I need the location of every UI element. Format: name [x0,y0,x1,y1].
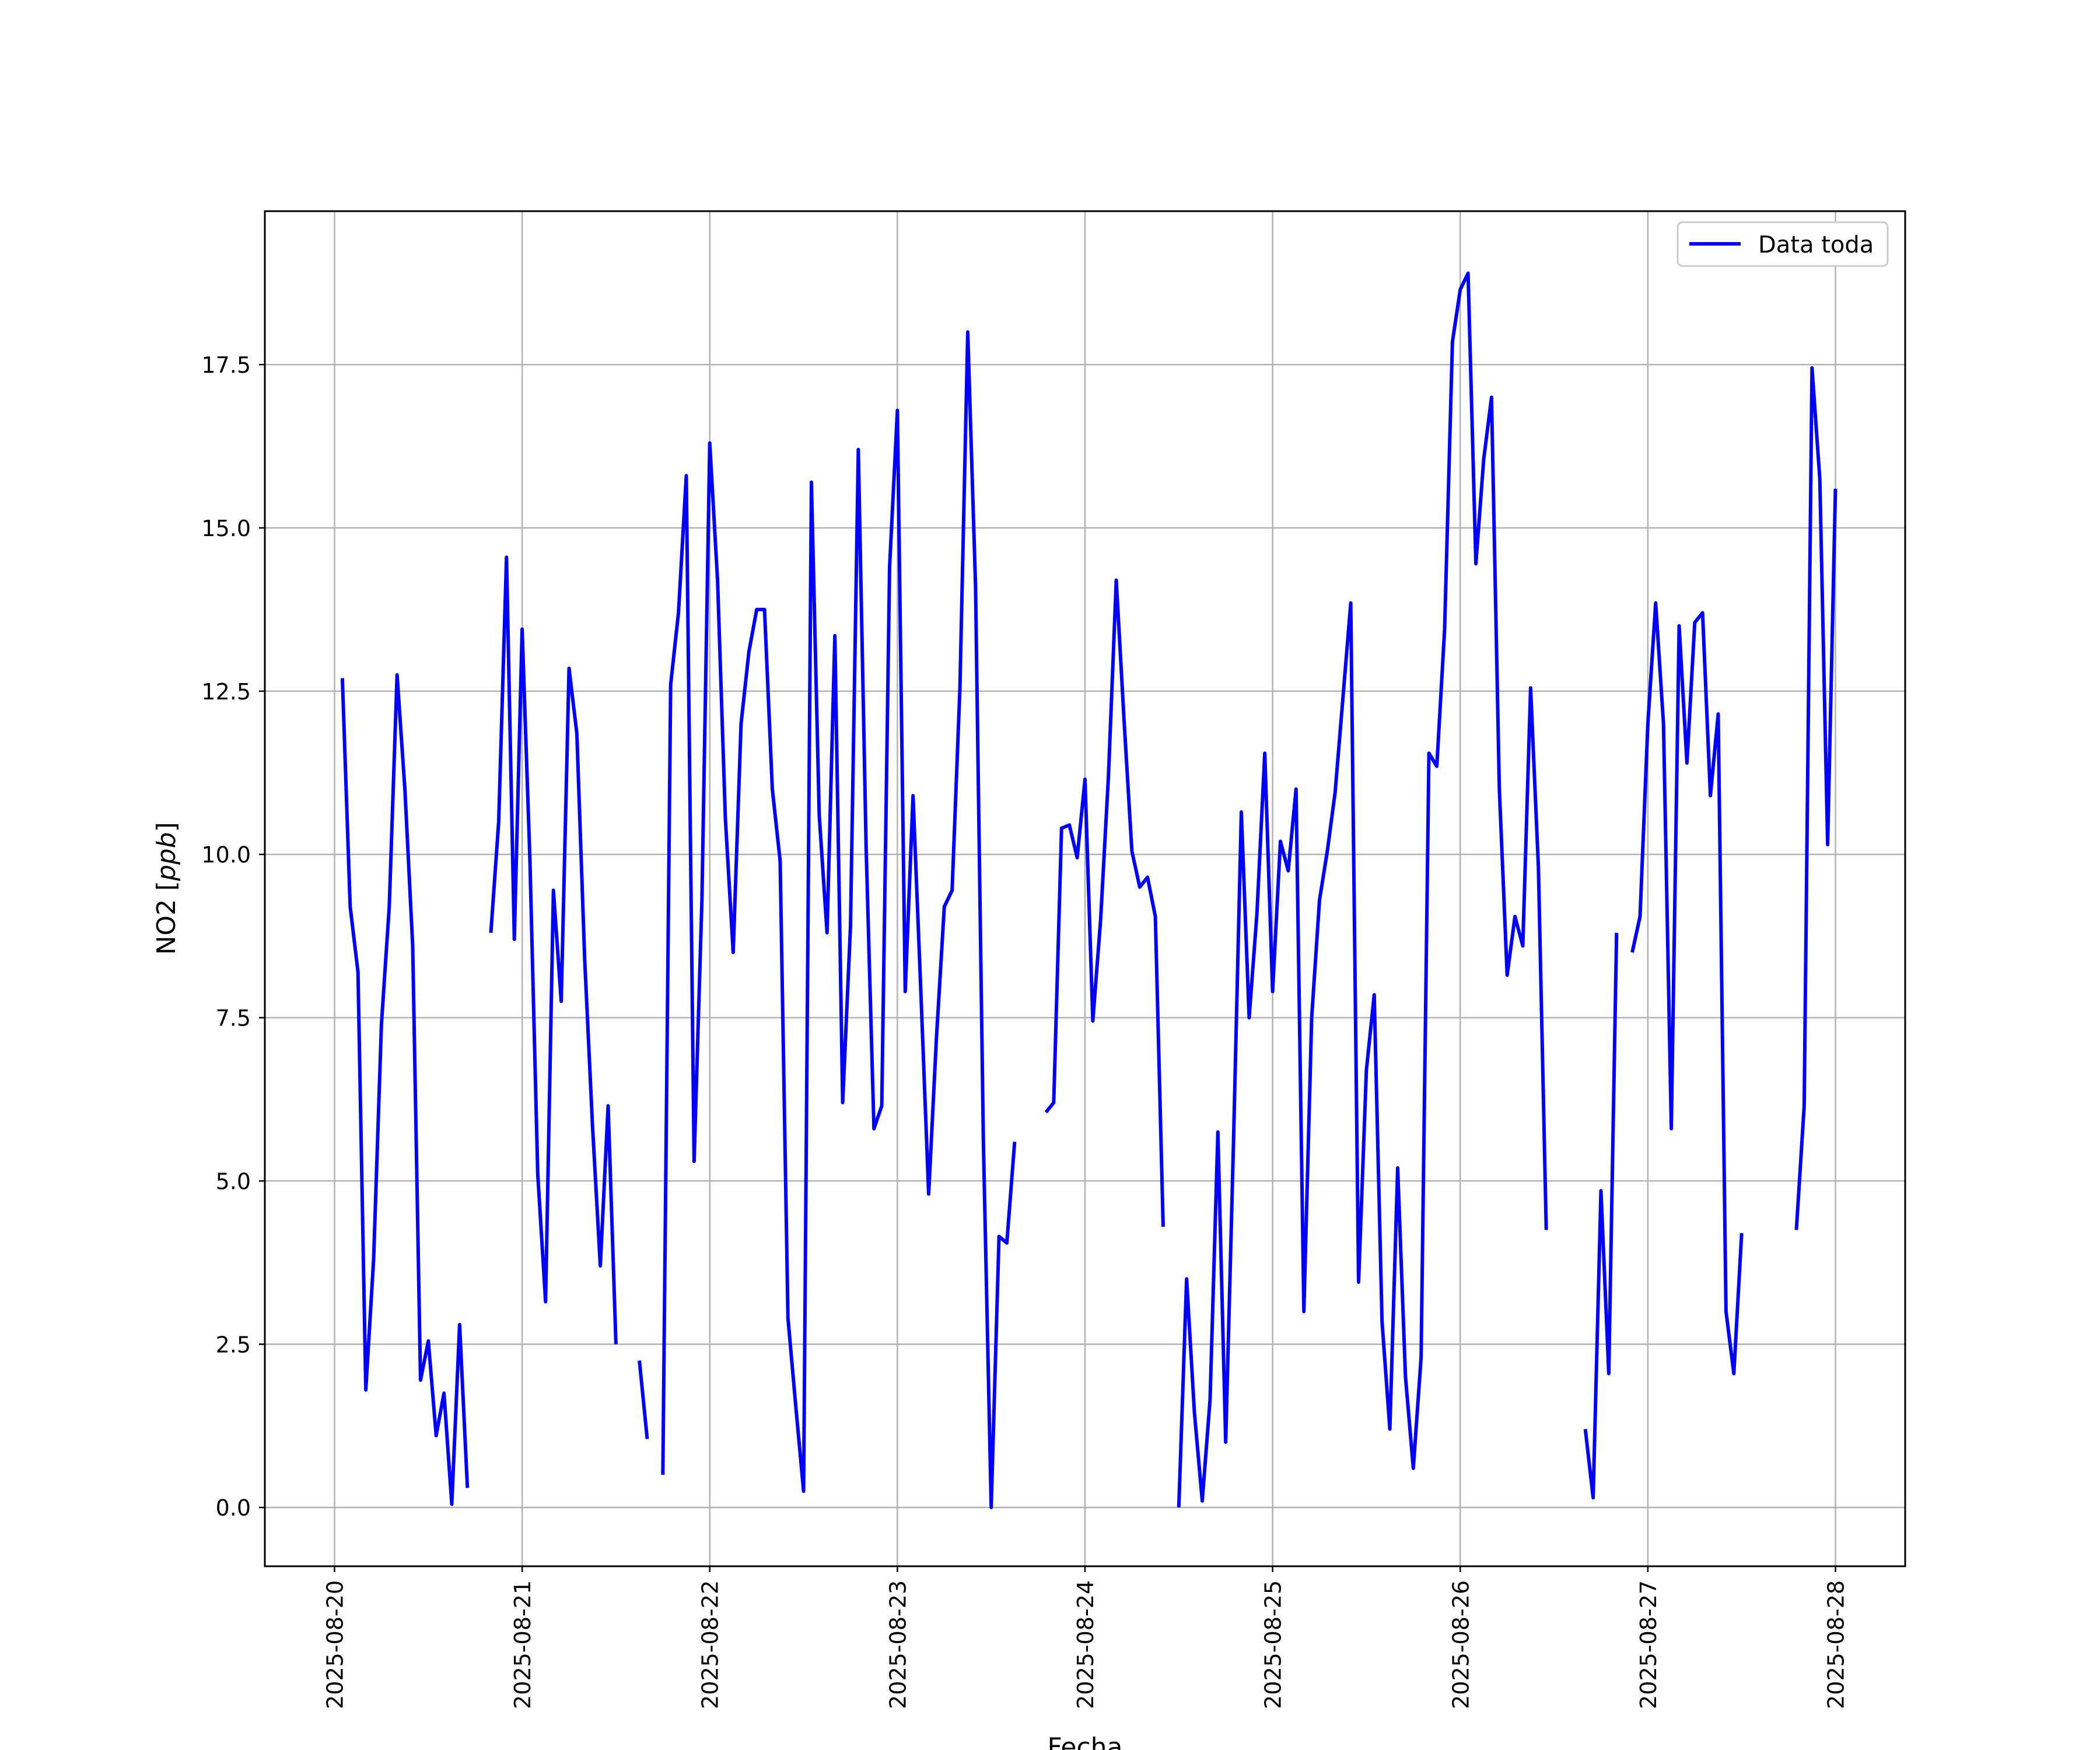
y-tick-label: 5.0 [216,1168,251,1194]
x-tick-label: 2025-08-20 [322,1580,348,1709]
y-tick-label: 15.0 [201,516,251,541]
x-tick-label: 2025-08-25 [1261,1580,1286,1709]
legend: Data toda [1678,222,1888,266]
y-tick-label: 17.5 [201,352,251,378]
y-tick-label: 7.5 [216,1006,251,1031]
y-axis-label: NO2 [ppb] [152,822,181,955]
y-tick-label: 12.5 [201,679,251,705]
legend-label: Data toda [1758,232,1874,258]
x-tick-label: 2025-08-23 [885,1580,911,1709]
y-axis-label-text: NO2 [ [152,881,181,955]
y-axis-label-unit: ppb [152,832,181,881]
x-tick-label: 2025-08-21 [510,1580,536,1709]
x-tick-label: 2025-08-22 [698,1580,723,1709]
x-tick-label: 2025-08-28 [1824,1580,1849,1709]
x-axis-label: Fecha [1047,1732,1122,1750]
y-tick-label: 2.5 [216,1332,251,1357]
y-tick-label: 10.0 [201,842,251,868]
y-tick-label: 0.0 [216,1495,251,1521]
x-tick-label: 2025-08-27 [1636,1580,1661,1709]
y-axis-label-close: ] [152,822,181,832]
x-tick-label: 2025-08-24 [1073,1580,1098,1709]
x-tick-label: 2025-08-26 [1448,1580,1474,1709]
